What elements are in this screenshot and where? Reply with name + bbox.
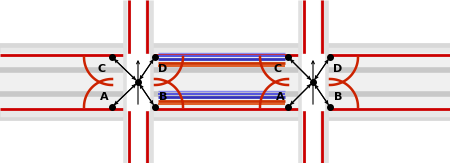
Text: D: D	[333, 64, 342, 74]
Text: D: D	[158, 64, 167, 74]
Text: A: A	[100, 92, 108, 102]
Text: B: B	[159, 92, 167, 102]
Bar	[302, 54, 324, 110]
Text: C: C	[274, 64, 282, 74]
Bar	[127, 54, 149, 110]
Text: B: B	[334, 92, 342, 102]
Text: A: A	[276, 92, 284, 102]
Text: C: C	[98, 64, 106, 74]
